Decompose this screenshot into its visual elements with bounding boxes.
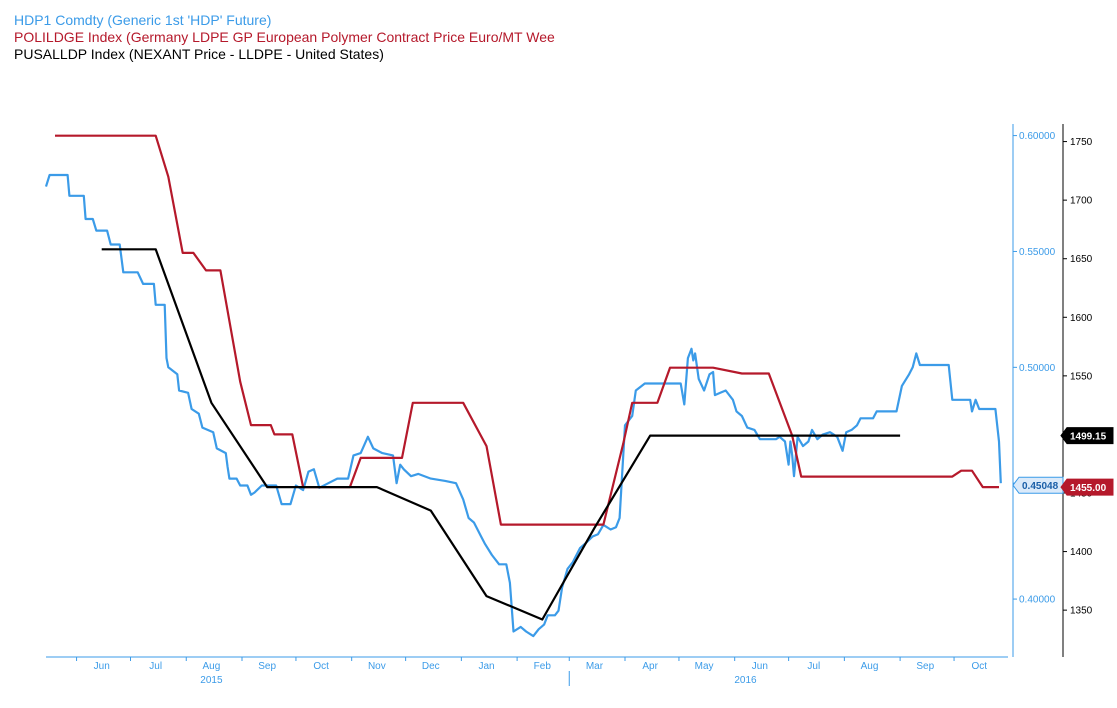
price-axis-label-4: 1550 bbox=[1070, 371, 1093, 382]
x-tick-label-10: Apr bbox=[642, 661, 658, 672]
legend-entry-polildge: POLILDGE Index (Germany LDPE GP European… bbox=[14, 29, 555, 45]
series-line-pusalldp bbox=[101, 248, 901, 621]
x-tick-label-8: Feb bbox=[534, 661, 552, 672]
x-tick-label-11: May bbox=[695, 661, 714, 672]
x-tick-label-1: Jul bbox=[149, 661, 162, 672]
pusalldp-last-value-label-bg bbox=[1060, 427, 1114, 445]
x-tick-label-13: Jul bbox=[807, 661, 820, 672]
x-tick-label-12: Jun bbox=[752, 661, 768, 672]
polildge-last-value-label: 1455.00 bbox=[1070, 483, 1107, 494]
price-axis-label-7: 1700 bbox=[1070, 196, 1093, 207]
x-year-label-0: 2015 bbox=[200, 675, 223, 686]
x-year-label-1: 2016 bbox=[734, 675, 757, 686]
x-tick-label-14: Aug bbox=[861, 661, 879, 672]
price-axis-label-6: 1650 bbox=[1070, 254, 1093, 265]
price-axis-label-8: 1750 bbox=[1070, 137, 1093, 148]
x-tick-label-7: Jan bbox=[478, 661, 494, 672]
price-axis-label-0: 1350 bbox=[1070, 606, 1093, 617]
hdp-axis-label-0: 0.40000 bbox=[1019, 595, 1056, 606]
x-tick-label-2: Aug bbox=[203, 661, 221, 672]
hdp-axis-label-2: 0.50000 bbox=[1019, 363, 1056, 374]
series-line-hdp1 bbox=[44, 173, 1002, 638]
legend-entry-hdp1: HDP1 Comdty (Generic 1st 'HDP' Future) bbox=[14, 12, 272, 28]
x-tick-label-4: Oct bbox=[313, 661, 329, 672]
x-tick-label-0: Jun bbox=[94, 661, 110, 672]
x-tick-label-15: Sep bbox=[916, 661, 934, 672]
x-tick-label-9: Mar bbox=[586, 661, 604, 672]
x-tick-label-6: Dec bbox=[422, 661, 440, 672]
chart-legend: HDP1 Comdty (Generic 1st 'HDP' Future) P… bbox=[14, 12, 584, 63]
pusalldp-last-value-label: 1499.15 bbox=[1070, 432, 1107, 443]
hdp-last-value-label: 0.45048 bbox=[1022, 481, 1059, 492]
legend-entry-pusalldp: PUSALLDP Index (NEXANT Price - LLDPE - U… bbox=[14, 46, 384, 62]
x-tick-label-5: Nov bbox=[368, 661, 386, 672]
hdp-axis-label-3: 0.55000 bbox=[1019, 247, 1056, 258]
series-line-polildge bbox=[55, 134, 999, 526]
x-tick-label-16: Oct bbox=[971, 661, 987, 672]
x-tick-label-3: Sep bbox=[258, 661, 276, 672]
hdp-axis-label-4: 0.60000 bbox=[1019, 131, 1056, 142]
price-axis-label-5: 1600 bbox=[1070, 313, 1093, 324]
price-axis-label-1: 1400 bbox=[1070, 547, 1093, 558]
polildge-last-value-label-bg bbox=[1060, 478, 1114, 496]
